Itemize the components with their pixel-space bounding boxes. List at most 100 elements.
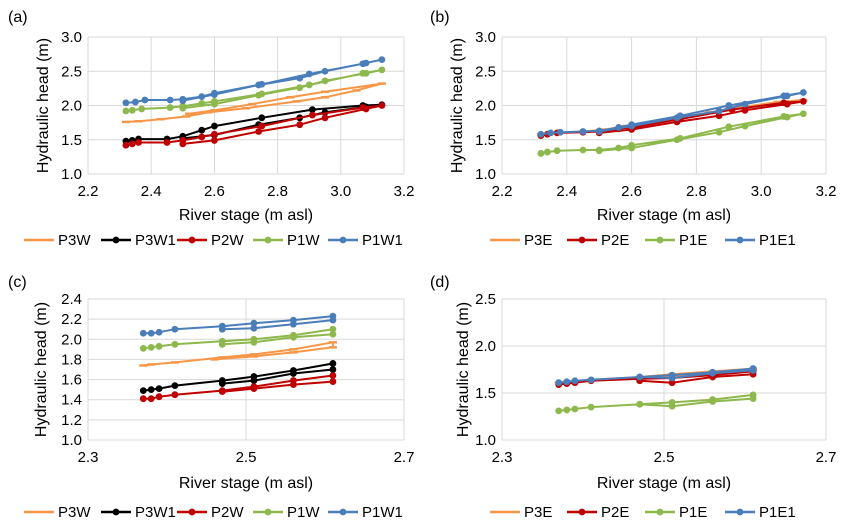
legend-label: P3E (524, 504, 552, 521)
legend-label: P1E1 (759, 232, 796, 249)
data-point (595, 147, 603, 155)
panel-label: (b) (430, 9, 450, 26)
data-point (378, 56, 386, 64)
y-tick-label: 2.2 (61, 311, 82, 328)
data-point (741, 106, 749, 114)
data-point (615, 124, 623, 131)
legend-label: P1W (287, 232, 320, 249)
data-point (308, 111, 316, 119)
data-point (198, 100, 206, 107)
x-tick-label: 3.2 (816, 183, 837, 200)
data-point (725, 102, 733, 109)
data-point (218, 380, 226, 387)
data-point (296, 84, 304, 92)
legend-marker (339, 236, 347, 244)
x-tick-label: 2.8 (267, 183, 288, 200)
legend-marker (188, 236, 196, 244)
data-point (571, 405, 579, 413)
data-point (163, 139, 171, 146)
data-point (673, 114, 681, 122)
data-point (321, 114, 329, 122)
panel-label: (a) (8, 9, 28, 26)
data-point (139, 395, 147, 403)
series-line-p3w (125, 82, 383, 123)
data-point (615, 144, 623, 152)
data-point (250, 338, 258, 346)
legend-label: P1E1 (759, 504, 796, 521)
data-point (305, 81, 313, 89)
x-tick-label: 3.0 (330, 183, 351, 200)
data-point (636, 373, 644, 381)
legend-marker (339, 508, 347, 516)
y-tick-label: 3.0 (61, 29, 82, 46)
x-tick-label: 2.7 (394, 449, 415, 466)
x-tick-label: 3.2 (394, 183, 415, 200)
data-point (147, 329, 155, 337)
data-point (171, 391, 179, 399)
data-point (709, 398, 716, 405)
data-point (547, 129, 554, 137)
legend-label: P1W1 (362, 504, 403, 521)
y-tick-label: 2.5 (475, 63, 496, 80)
data-point (668, 402, 676, 410)
data-point (198, 133, 206, 141)
legend-label: P1E (679, 232, 707, 249)
y-tick-label: 1.0 (61, 166, 82, 183)
data-point (799, 110, 807, 118)
data-point (378, 66, 386, 74)
data-point (147, 395, 155, 403)
y-tick-label: 2.0 (475, 98, 496, 115)
data-point (139, 387, 147, 395)
legend-label: P2W (211, 504, 244, 521)
x-tick-label: 2.2 (492, 183, 513, 200)
data-point (725, 123, 733, 131)
data-point (255, 91, 263, 99)
data-point (166, 104, 174, 111)
data-point (579, 146, 587, 154)
data-point (198, 93, 206, 100)
data-point (329, 330, 337, 338)
data-point (587, 403, 595, 411)
legend-label: P2E (601, 232, 629, 249)
y-tick-label: 2.5 (61, 63, 82, 80)
data-point (179, 140, 187, 148)
data-point (329, 372, 337, 379)
data-point (799, 89, 807, 96)
data-point (783, 100, 791, 108)
data-point (308, 106, 316, 114)
data-point (290, 381, 297, 389)
y-axis-label: Hydraulic head (m) (33, 302, 50, 437)
data-point (783, 92, 791, 100)
data-point (211, 122, 218, 130)
data-point (741, 100, 749, 108)
y-axis-label: Hydraulic head (m) (35, 38, 52, 173)
data-point (155, 385, 163, 393)
data-point (553, 147, 561, 155)
legend-marker (188, 508, 196, 516)
data-point (362, 105, 370, 113)
legend-marker (656, 508, 664, 516)
x-tick-label: 2.6 (621, 183, 642, 200)
x-tick-label: 2.6 (204, 183, 225, 200)
x-tick-label: 2.4 (556, 183, 577, 200)
data-point (138, 105, 146, 113)
data-point (329, 378, 337, 385)
data-point (329, 316, 337, 324)
data-point (198, 126, 206, 134)
x-axis-label: River stage (m asl) (597, 475, 731, 492)
data-point (296, 74, 304, 82)
x-axis-label: River stage (m asl) (179, 475, 313, 492)
data-point (211, 130, 218, 138)
panel-label: (d) (430, 274, 450, 291)
data-point (709, 369, 716, 377)
x-axis-label: River stage (m asl) (597, 207, 731, 224)
legend-label: P1W (287, 504, 320, 521)
legend-marker (578, 236, 586, 244)
y-tick-label: 1.0 (61, 432, 82, 449)
data-point (171, 340, 179, 348)
data-point (211, 137, 218, 144)
data-point (135, 139, 142, 146)
y-tick-label: 1.2 (61, 412, 82, 429)
legend-label: P2W (211, 232, 244, 249)
